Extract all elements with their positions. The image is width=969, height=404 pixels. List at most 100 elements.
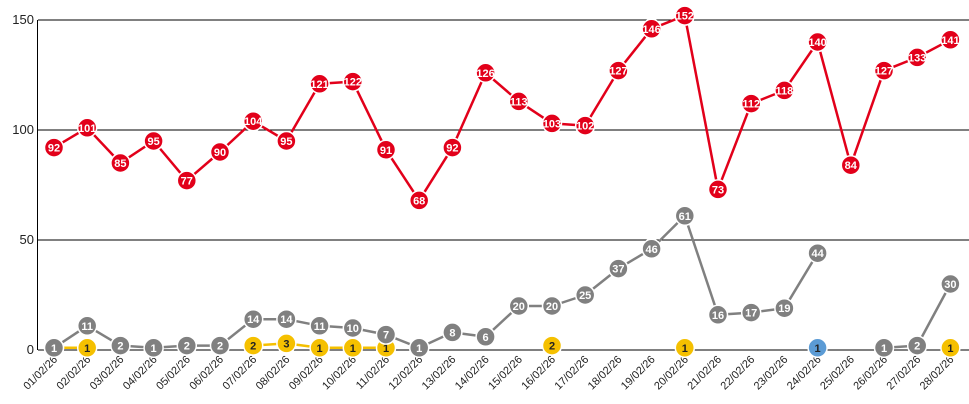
data-label: 1 — [383, 343, 389, 355]
x-tick-label: 22/02/26 — [719, 354, 758, 393]
data-label: 25 — [579, 290, 591, 302]
data-point — [110, 335, 131, 356]
data-point — [309, 315, 330, 337]
data-label: 1 — [416, 343, 422, 355]
data-label: 14 — [247, 314, 260, 326]
data-point — [541, 335, 563, 356]
data-label: 1 — [151, 343, 157, 355]
data-label: 146 — [642, 24, 660, 36]
data-point — [408, 190, 430, 211]
data-label: 16 — [712, 310, 724, 322]
series-line-segment — [683, 215, 720, 316]
y-tick-label: 100 — [12, 122, 34, 137]
data-point — [608, 258, 629, 279]
x-tick-label: 06/02/26 — [187, 354, 226, 393]
data-point — [807, 337, 828, 359]
data-label: 133 — [908, 52, 926, 64]
data-label: 73 — [712, 184, 724, 196]
data-point — [276, 333, 297, 354]
x-tick-label: 27/02/26 — [885, 354, 924, 393]
data-label: 102 — [576, 121, 594, 133]
data-label: 1 — [815, 343, 821, 355]
data-point — [176, 335, 198, 356]
data-label: 20 — [546, 301, 558, 313]
series-line-segment — [916, 283, 952, 347]
data-label: 95 — [280, 136, 292, 148]
data-label: 141 — [941, 35, 959, 47]
data-label: 91 — [380, 145, 392, 157]
data-label: 68 — [413, 195, 425, 207]
data-label: 2 — [914, 341, 920, 353]
data-label: 1 — [317, 343, 323, 355]
x-tick-label: 20/02/26 — [652, 354, 691, 393]
data-point — [76, 315, 98, 337]
x-tick-label: 14/02/26 — [453, 354, 492, 393]
x-tick-label: 18/02/26 — [586, 354, 625, 393]
data-label: 19 — [778, 303, 790, 315]
x-tick-label: 23/02/26 — [752, 354, 791, 393]
data-label: 11 — [81, 321, 93, 333]
data-point — [209, 335, 231, 356]
data-point — [110, 152, 131, 174]
data-point — [574, 284, 596, 306]
data-point — [574, 115, 596, 136]
series-line-segment — [584, 69, 620, 127]
data-point — [375, 324, 397, 345]
data-label: 95 — [147, 136, 159, 148]
x-tick-label: 10/02/26 — [320, 354, 359, 393]
data-point — [242, 335, 264, 356]
data-point — [309, 73, 330, 95]
data-point — [508, 295, 530, 317]
data-point — [707, 304, 729, 326]
data-label: 92 — [48, 143, 60, 155]
data-point — [375, 139, 397, 161]
data-label: 1 — [350, 343, 356, 355]
data-label: 104 — [244, 116, 263, 128]
x-tick-label: 26/02/26 — [851, 354, 890, 393]
data-label: 113 — [510, 96, 528, 108]
x-tick-label: 04/02/26 — [121, 354, 160, 393]
series-line-segment — [451, 72, 487, 149]
data-label: 140 — [808, 37, 826, 49]
data-point — [442, 137, 463, 158]
data-point — [740, 302, 762, 323]
data-label: 1 — [682, 343, 688, 355]
data-label: 6 — [483, 332, 489, 344]
data-point — [940, 273, 961, 295]
data-label: 37 — [612, 264, 624, 276]
data-point — [43, 337, 65, 359]
data-label: 101 — [78, 123, 96, 135]
data-label: 1 — [84, 343, 90, 355]
data-point — [807, 31, 828, 53]
data-point — [442, 322, 463, 343]
data-label: 112 — [742, 99, 760, 111]
data-point — [408, 337, 430, 359]
data-point — [541, 113, 563, 134]
data-label: 121 — [310, 79, 328, 91]
x-tick-label: 12/02/26 — [387, 354, 426, 393]
x-tick-label: 17/02/26 — [553, 354, 592, 393]
data-point — [209, 141, 231, 163]
data-label: 122 — [344, 77, 362, 89]
series-line-segment — [351, 81, 388, 151]
x-tick-label: 25/02/26 — [818, 354, 857, 393]
x-tick-label: 21/02/26 — [685, 354, 724, 393]
data-point — [276, 308, 297, 330]
data-point — [508, 91, 530, 112]
x-tick-label: 02/02/26 — [55, 354, 94, 393]
data-label: 2 — [549, 341, 555, 353]
x-tick-label: 08/02/26 — [254, 354, 293, 393]
data-label: 152 — [676, 11, 694, 23]
x-tick-label: 15/02/26 — [486, 354, 525, 393]
data-point — [774, 297, 795, 319]
x-tick-label: 11/02/26 — [354, 354, 392, 392]
data-label: 127 — [609, 66, 627, 78]
x-tick-label: 24/02/26 — [785, 354, 824, 393]
y-tick-label: 50 — [20, 232, 34, 247]
data-label: 3 — [283, 338, 289, 350]
data-point — [906, 47, 928, 68]
data-point — [740, 93, 762, 114]
data-point — [76, 337, 98, 359]
data-label: 7 — [383, 330, 389, 342]
